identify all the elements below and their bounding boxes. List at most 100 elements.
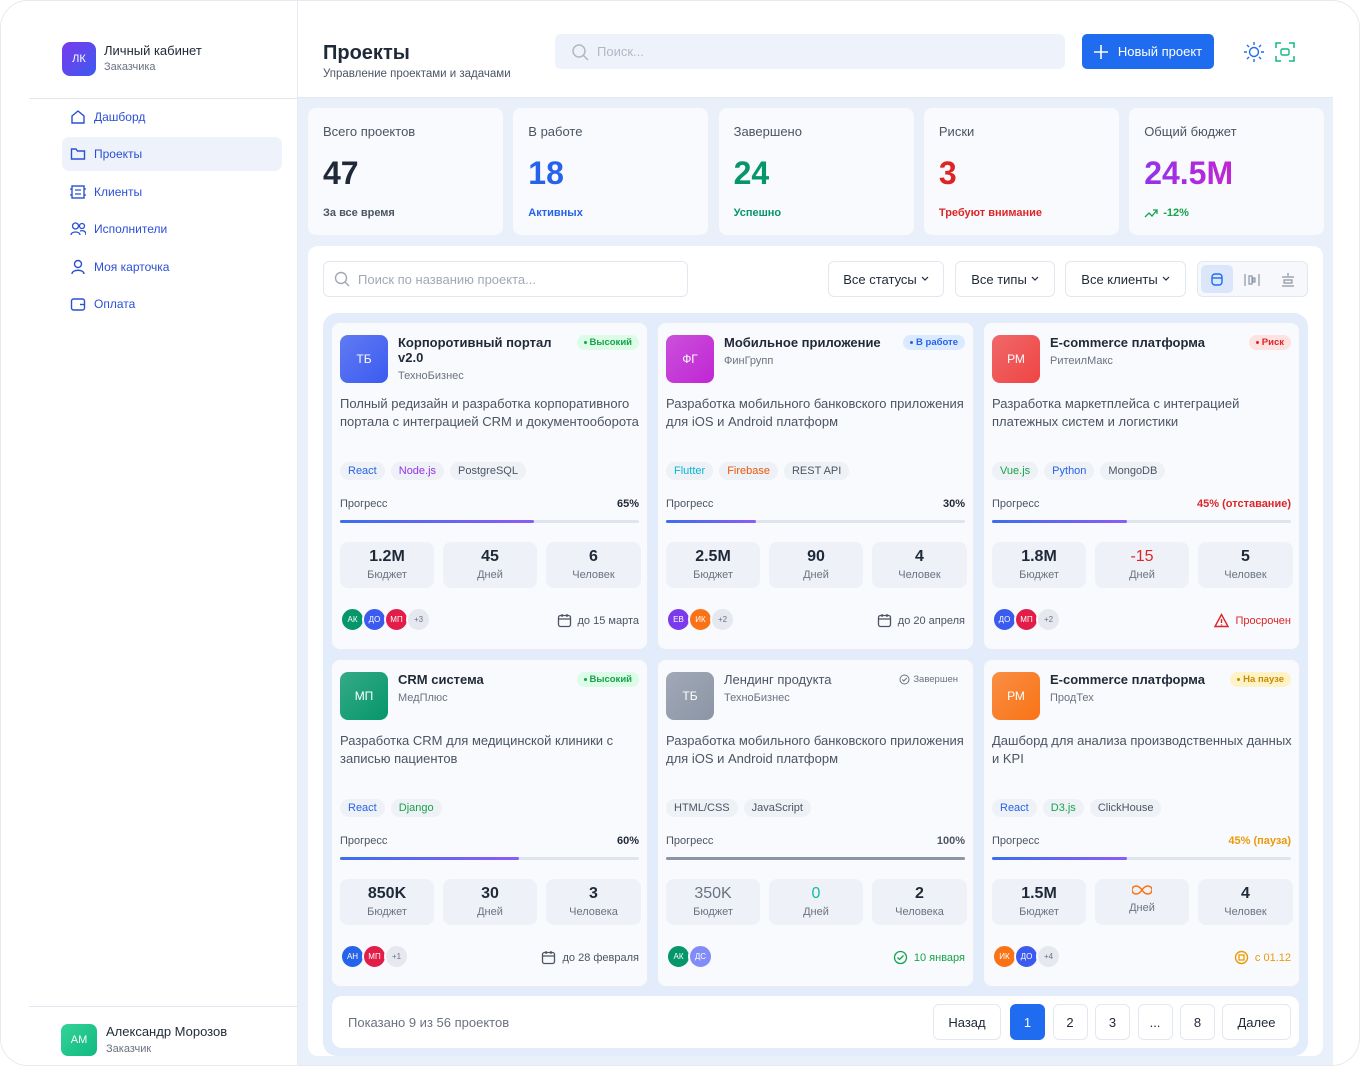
search-icon xyxy=(334,271,350,287)
tag: Flutter xyxy=(666,462,714,480)
tag: Django xyxy=(390,799,442,817)
stat-value: 0 xyxy=(811,885,821,902)
nav-item[interactable]: Моя карточка xyxy=(62,250,282,284)
project-search[interactable]: Поиск по названию проекта... xyxy=(323,261,688,297)
stat-value: 2.5M xyxy=(695,548,731,565)
project-card[interactable]: ТБ Корпоротивный портал v2.0 ТехноБизнес Вы… xyxy=(332,323,647,649)
theme-toggle[interactable] xyxy=(1243,41,1265,63)
tag: D3.js xyxy=(1042,799,1084,817)
badge-dot xyxy=(583,341,587,344)
stat-note-text: Требуют внимание xyxy=(938,207,1043,219)
plus-icon xyxy=(1093,44,1108,59)
member-avatar: ДС xyxy=(688,944,713,969)
card-footer: до 20 апреля xyxy=(877,613,965,628)
nav-item[interactable]: Исполнители xyxy=(62,212,282,246)
project-title: Корпоротивный портал v2.0 xyxy=(398,335,552,365)
stat-label: Человек xyxy=(1224,906,1267,918)
tags: React Node.js PostgreSQL xyxy=(340,462,526,480)
project-heading: CRM система МедПлюс xyxy=(398,672,568,704)
page-button[interactable]: ... xyxy=(1137,1004,1173,1040)
client-filter-label: Все клиенты xyxy=(1081,271,1158,287)
page-button[interactable]: 1 xyxy=(1010,1004,1045,1040)
project-title: Мобильное приложение xyxy=(724,335,881,350)
page-button[interactable]: 8 xyxy=(1180,1004,1215,1040)
user-avatar: АМ xyxy=(61,1024,97,1056)
chevron xyxy=(1031,276,1039,281)
project-card[interactable]: ТБ Лендинг продукта ТехноБизнес Завершен Раз… xyxy=(658,660,973,986)
project-heading: Лендинг продукта ТехноБизнес xyxy=(724,672,894,704)
stat-card: В работе 18 Активных xyxy=(513,108,709,235)
new-project-label: Новый проект xyxy=(1117,44,1203,59)
badge-text: Риск xyxy=(1261,337,1284,348)
members: АН МП +1 xyxy=(340,944,409,969)
list-view-button[interactable] xyxy=(1281,272,1295,288)
tag: ClickHouse xyxy=(1089,799,1162,817)
project-card[interactable]: РМ E-commerce платформа РитеилМакс Риск Разр… xyxy=(984,323,1299,649)
global-search[interactable]: Поиск... xyxy=(555,34,1065,69)
progress-text: 60% xyxy=(616,835,639,847)
stat-note: Успешно xyxy=(734,207,782,219)
project-card[interactable]: РМ E-commerce платформа ПродТех На паузе Даш… xyxy=(984,660,1299,986)
card-footer: до 15 марта xyxy=(557,613,639,628)
page-button[interactable]: 3 xyxy=(1095,1004,1130,1040)
project-client: ФинГрупп xyxy=(724,355,774,367)
badge-dot xyxy=(1255,341,1259,344)
tag: React xyxy=(992,799,1037,817)
project-card[interactable]: МП CRM система МедПлюс Высокий Разработка CR… xyxy=(332,660,647,986)
project-heading: Мобильное приложение ФинГрупп xyxy=(724,335,894,367)
stat-label: В работе xyxy=(528,124,583,139)
page-subtitle: Управление проектами и задачами xyxy=(323,68,511,80)
infinity xyxy=(1131,885,1153,895)
progress-text: 65% xyxy=(616,498,639,510)
badge-icon xyxy=(899,674,910,685)
nav-icon xyxy=(70,184,86,199)
page-button[interactable]: 2 xyxy=(1052,1004,1088,1040)
stat-value: 1.2M xyxy=(369,548,405,565)
stat-label: Бюджет xyxy=(367,569,407,581)
user-name[interactable]: Александр Морозов xyxy=(106,1024,228,1039)
nav-item[interactable]: Клиенты xyxy=(62,175,282,209)
member-avatar: ДО xyxy=(362,607,387,632)
project-description: Разработка мобильного банковского прилож… xyxy=(666,733,964,766)
progress-text: 45% (отставание) xyxy=(1197,498,1291,510)
member-avatar: МП xyxy=(1014,607,1039,632)
nav-item[interactable]: Проекты xyxy=(62,137,282,171)
badge-text: Высокий xyxy=(589,674,633,685)
grid-view-button[interactable] xyxy=(1201,265,1233,293)
client-filter[interactable]: Все клиенты xyxy=(1065,261,1186,297)
next-button[interactable]: Далее xyxy=(1222,1004,1291,1040)
prev-button[interactable]: Назад xyxy=(933,1004,1001,1040)
stat-label: Бюджет xyxy=(367,906,407,918)
stat-label: Дней xyxy=(477,906,503,918)
project-heading: E-commerce платформа РитеилМакс xyxy=(1050,335,1220,367)
nav-icon xyxy=(70,298,86,311)
tag: React xyxy=(340,462,385,480)
stat-value: 4 xyxy=(915,548,924,565)
project-client: РитеилМакс xyxy=(1050,355,1113,367)
badge-text: На паузе xyxy=(1243,674,1284,685)
nav-label: Клиенты xyxy=(94,184,143,199)
scan-button[interactable] xyxy=(1275,42,1295,62)
stat-note-text: Успешно xyxy=(733,207,782,219)
nav-item[interactable]: Оплата xyxy=(62,287,282,321)
nav-item[interactable]: Дашборд xyxy=(62,100,282,134)
progress-fill xyxy=(666,520,756,523)
project-description: Разработка CRM для медицинской клиники с… xyxy=(340,733,614,766)
status-filter[interactable]: Все статусы xyxy=(828,261,944,297)
nav-icon xyxy=(71,259,85,274)
divider xyxy=(29,1006,298,1007)
new-project-button[interactable]: Новый проект xyxy=(1082,34,1214,69)
stat-box: 30 Дней xyxy=(443,879,537,925)
stat-card: Общий бюджет 24.5M -12% xyxy=(1129,108,1325,235)
search-placeholder: Поиск... xyxy=(597,44,644,59)
stat-label: Бюджет xyxy=(1019,906,1059,918)
project-title: CRM система xyxy=(398,672,484,687)
project-title: E-commerce платформа xyxy=(1050,335,1205,350)
stat-value: 24 xyxy=(733,155,770,191)
type-filter[interactable]: Все типы xyxy=(955,261,1055,297)
project-client: МедПлюс xyxy=(398,692,448,704)
nav-icon xyxy=(70,148,86,160)
project-card[interactable]: ФГ Мобильное приложение ФинГрупп В работе Ра… xyxy=(658,323,973,649)
kanban-view-button[interactable] xyxy=(1244,273,1260,287)
